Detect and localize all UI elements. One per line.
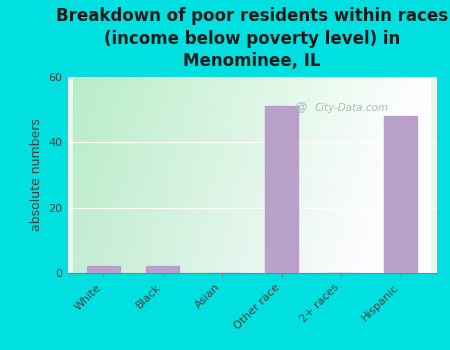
Bar [266,106,298,273]
Text: @: @ [294,101,307,114]
Title: Breakdown of poor residents within races
(income below poverty level) in
Menomin: Breakdown of poor residents within races… [56,7,448,70]
Bar [87,266,120,273]
Bar [146,266,179,273]
Text: City-Data.com: City-Data.com [315,103,389,113]
Y-axis label: absolute numbers: absolute numbers [30,119,43,231]
Bar [384,116,417,273]
